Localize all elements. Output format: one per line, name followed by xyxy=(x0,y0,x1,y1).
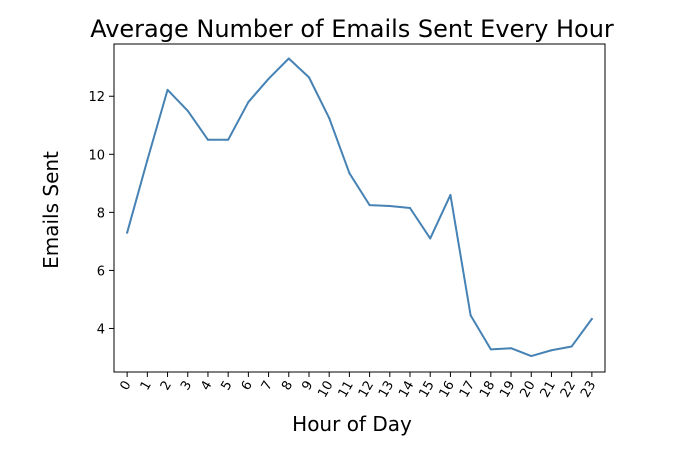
x-tick-label: 3 xyxy=(178,379,195,394)
y-tick-label: 10 xyxy=(88,148,105,163)
data-point xyxy=(388,204,391,207)
y-tick-label: 8 xyxy=(97,206,105,221)
data-point xyxy=(469,314,472,317)
x-tick-label: 9 xyxy=(299,379,316,394)
x-tick-label: 11 xyxy=(336,379,357,401)
x-tick-label: 4 xyxy=(198,379,215,394)
series-group xyxy=(126,57,593,358)
data-point xyxy=(590,317,593,320)
data-point xyxy=(409,207,412,209)
x-tick-label: 1 xyxy=(138,379,155,394)
data-point xyxy=(227,138,230,141)
data-point xyxy=(510,347,513,350)
data-point xyxy=(429,237,432,240)
y-axis: 4 6 8 10 12 xyxy=(88,90,114,337)
x-tick-label: 6 xyxy=(239,379,256,394)
axes-frame xyxy=(113,43,606,373)
data-point xyxy=(307,76,310,79)
x-tick-label: 12 xyxy=(356,379,377,401)
data-point xyxy=(489,348,492,351)
data-point xyxy=(368,204,371,207)
x-tick-label: 16 xyxy=(437,379,458,401)
data-point xyxy=(348,172,351,175)
x-tick-label: 18 xyxy=(477,379,498,401)
data-point xyxy=(449,193,452,196)
data-point xyxy=(287,57,290,60)
y-axis-label: Emails Sent xyxy=(39,151,63,269)
data-point xyxy=(267,77,270,80)
x-tick-label: 0 xyxy=(117,379,134,394)
x-tick-label: 13 xyxy=(376,379,397,401)
x-tick-label: 19 xyxy=(497,379,518,401)
x-tick-label: 15 xyxy=(416,379,437,401)
data-point xyxy=(247,101,250,104)
x-tick-label: 8 xyxy=(279,379,296,394)
data-point xyxy=(550,349,553,352)
x-axis-label: Hour of Day xyxy=(292,412,412,436)
data-point xyxy=(166,88,169,91)
data-point xyxy=(328,117,331,120)
x-tick-label: 20 xyxy=(517,379,538,401)
data-point xyxy=(530,355,533,358)
data-point xyxy=(206,138,209,141)
data-point xyxy=(186,109,189,112)
x-tick-label: 17 xyxy=(457,379,478,401)
y-tick-label: 4 xyxy=(97,322,105,337)
x-tick-label: 14 xyxy=(396,379,417,401)
x-tick-label: 23 xyxy=(578,379,599,401)
x-tick-label: 7 xyxy=(259,379,276,394)
data-point xyxy=(570,345,573,348)
series-line xyxy=(126,57,593,358)
x-tick-label: 10 xyxy=(315,379,336,401)
y-tick-label: 12 xyxy=(88,90,105,105)
data-point xyxy=(146,159,149,162)
x-tick-label: 2 xyxy=(158,379,175,394)
chart-title: Average Number of Emails Sent Every Hour xyxy=(90,15,614,43)
y-tick-label: 6 xyxy=(97,264,105,279)
x-tick-label: 21 xyxy=(538,379,559,401)
data-point xyxy=(126,231,129,234)
x-tick-label: 22 xyxy=(558,379,579,401)
x-tick-label: 5 xyxy=(218,379,235,394)
